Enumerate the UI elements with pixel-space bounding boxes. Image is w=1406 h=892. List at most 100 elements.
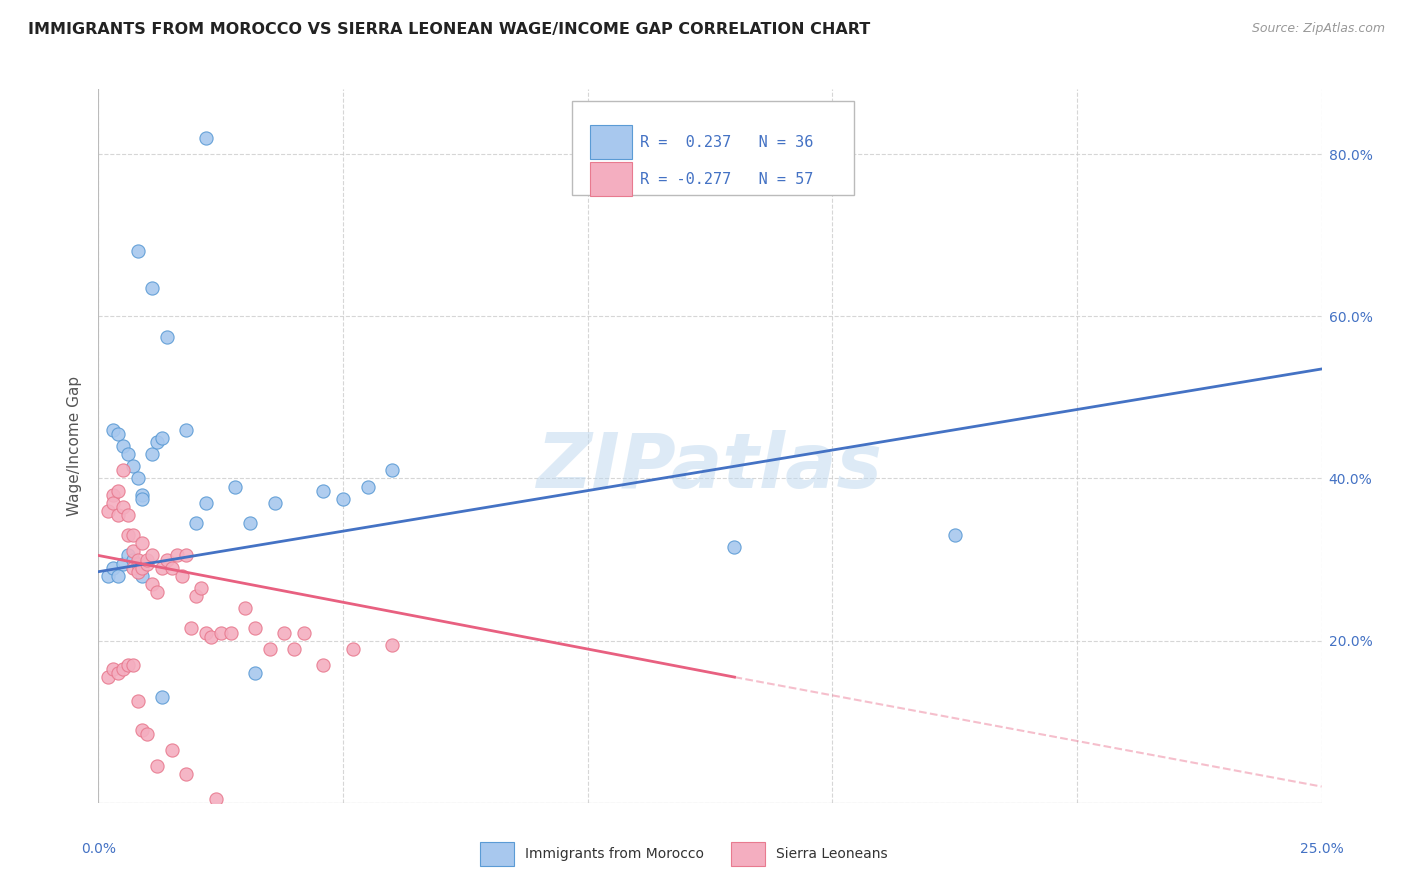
Point: [111, 662, 134, 676]
Text: 25.0%: 25.0%: [1299, 842, 1344, 856]
Point: [146, 434, 169, 449]
Point: [101, 423, 124, 437]
Point: [127, 694, 149, 708]
Point: [101, 496, 124, 510]
Point: [127, 471, 149, 485]
Point: [101, 560, 124, 574]
Point: [224, 479, 246, 493]
Point: [136, 727, 159, 741]
Point: [117, 508, 139, 522]
Point: [156, 329, 179, 343]
Point: [131, 723, 153, 737]
Point: [150, 690, 173, 705]
Point: [166, 549, 188, 563]
Point: [111, 463, 134, 477]
Point: [243, 622, 266, 636]
Point: [381, 638, 404, 652]
FancyBboxPatch shape: [591, 125, 631, 159]
Point: [156, 552, 179, 566]
FancyBboxPatch shape: [572, 102, 855, 194]
Point: [117, 657, 139, 672]
Point: [259, 641, 281, 656]
Point: [131, 560, 153, 574]
Point: [186, 589, 208, 603]
Text: 0.0%: 0.0%: [82, 842, 115, 856]
Text: Sierra Leoneans: Sierra Leoneans: [776, 847, 887, 861]
Point: [160, 743, 183, 757]
Point: [170, 568, 193, 582]
Point: [141, 447, 163, 461]
Point: [160, 560, 183, 574]
Point: [243, 666, 266, 681]
Text: R =  0.237   N = 36: R = 0.237 N = 36: [640, 135, 814, 150]
Point: [111, 439, 134, 453]
Point: [186, 516, 208, 530]
Point: [219, 625, 242, 640]
Point: [263, 496, 285, 510]
Point: [312, 657, 335, 672]
Point: [195, 625, 218, 640]
Point: [200, 630, 222, 644]
Point: [121, 552, 143, 566]
Point: [97, 568, 120, 582]
Y-axis label: Wage/Income Gap: Wage/Income Gap: [67, 376, 83, 516]
Point: [127, 244, 149, 259]
Point: [107, 568, 129, 582]
Point: [131, 488, 153, 502]
Point: [195, 496, 218, 510]
Point: [146, 585, 169, 599]
Text: ZIPatlas: ZIPatlas: [537, 431, 883, 504]
Point: [107, 508, 129, 522]
Text: Immigrants from Morocco: Immigrants from Morocco: [526, 847, 704, 861]
Point: [176, 549, 198, 563]
Point: [150, 560, 173, 574]
Point: [127, 552, 149, 566]
Point: [131, 536, 153, 550]
Text: IMMIGRANTS FROM MOROCCO VS SIERRA LEONEAN WAGE/INCOME GAP CORRELATION CHART: IMMIGRANTS FROM MOROCCO VS SIERRA LEONEA…: [28, 22, 870, 37]
Point: [176, 767, 198, 781]
Point: [101, 488, 124, 502]
Point: [111, 500, 134, 514]
Text: R = -0.277   N = 57: R = -0.277 N = 57: [640, 171, 814, 186]
Point: [111, 557, 134, 571]
Point: [127, 557, 149, 571]
Point: [107, 666, 129, 681]
Point: [332, 491, 354, 506]
Point: [117, 549, 139, 563]
FancyBboxPatch shape: [479, 842, 515, 866]
Point: [131, 568, 153, 582]
Point: [131, 491, 153, 506]
Point: [107, 483, 129, 498]
Point: [141, 577, 163, 591]
Point: [101, 662, 124, 676]
Point: [121, 528, 143, 542]
Point: [943, 528, 966, 542]
Point: [205, 791, 228, 805]
Point: [146, 759, 169, 773]
Point: [117, 528, 139, 542]
Point: [107, 426, 129, 441]
Point: [117, 447, 139, 461]
Point: [190, 581, 212, 595]
Point: [180, 622, 202, 636]
Point: [312, 483, 335, 498]
Point: [136, 552, 159, 566]
Text: Source: ZipAtlas.com: Source: ZipAtlas.com: [1251, 22, 1385, 36]
Point: [176, 423, 198, 437]
Point: [97, 504, 120, 518]
Point: [292, 625, 315, 640]
Point: [273, 625, 295, 640]
Point: [121, 544, 143, 558]
Point: [381, 463, 404, 477]
Point: [121, 657, 143, 672]
Point: [195, 131, 218, 145]
Point: [233, 601, 256, 615]
Point: [209, 625, 232, 640]
Point: [283, 641, 305, 656]
Point: [141, 549, 163, 563]
Point: [121, 560, 143, 574]
Point: [136, 557, 159, 571]
Point: [141, 281, 163, 295]
Point: [342, 641, 364, 656]
Point: [723, 541, 745, 555]
